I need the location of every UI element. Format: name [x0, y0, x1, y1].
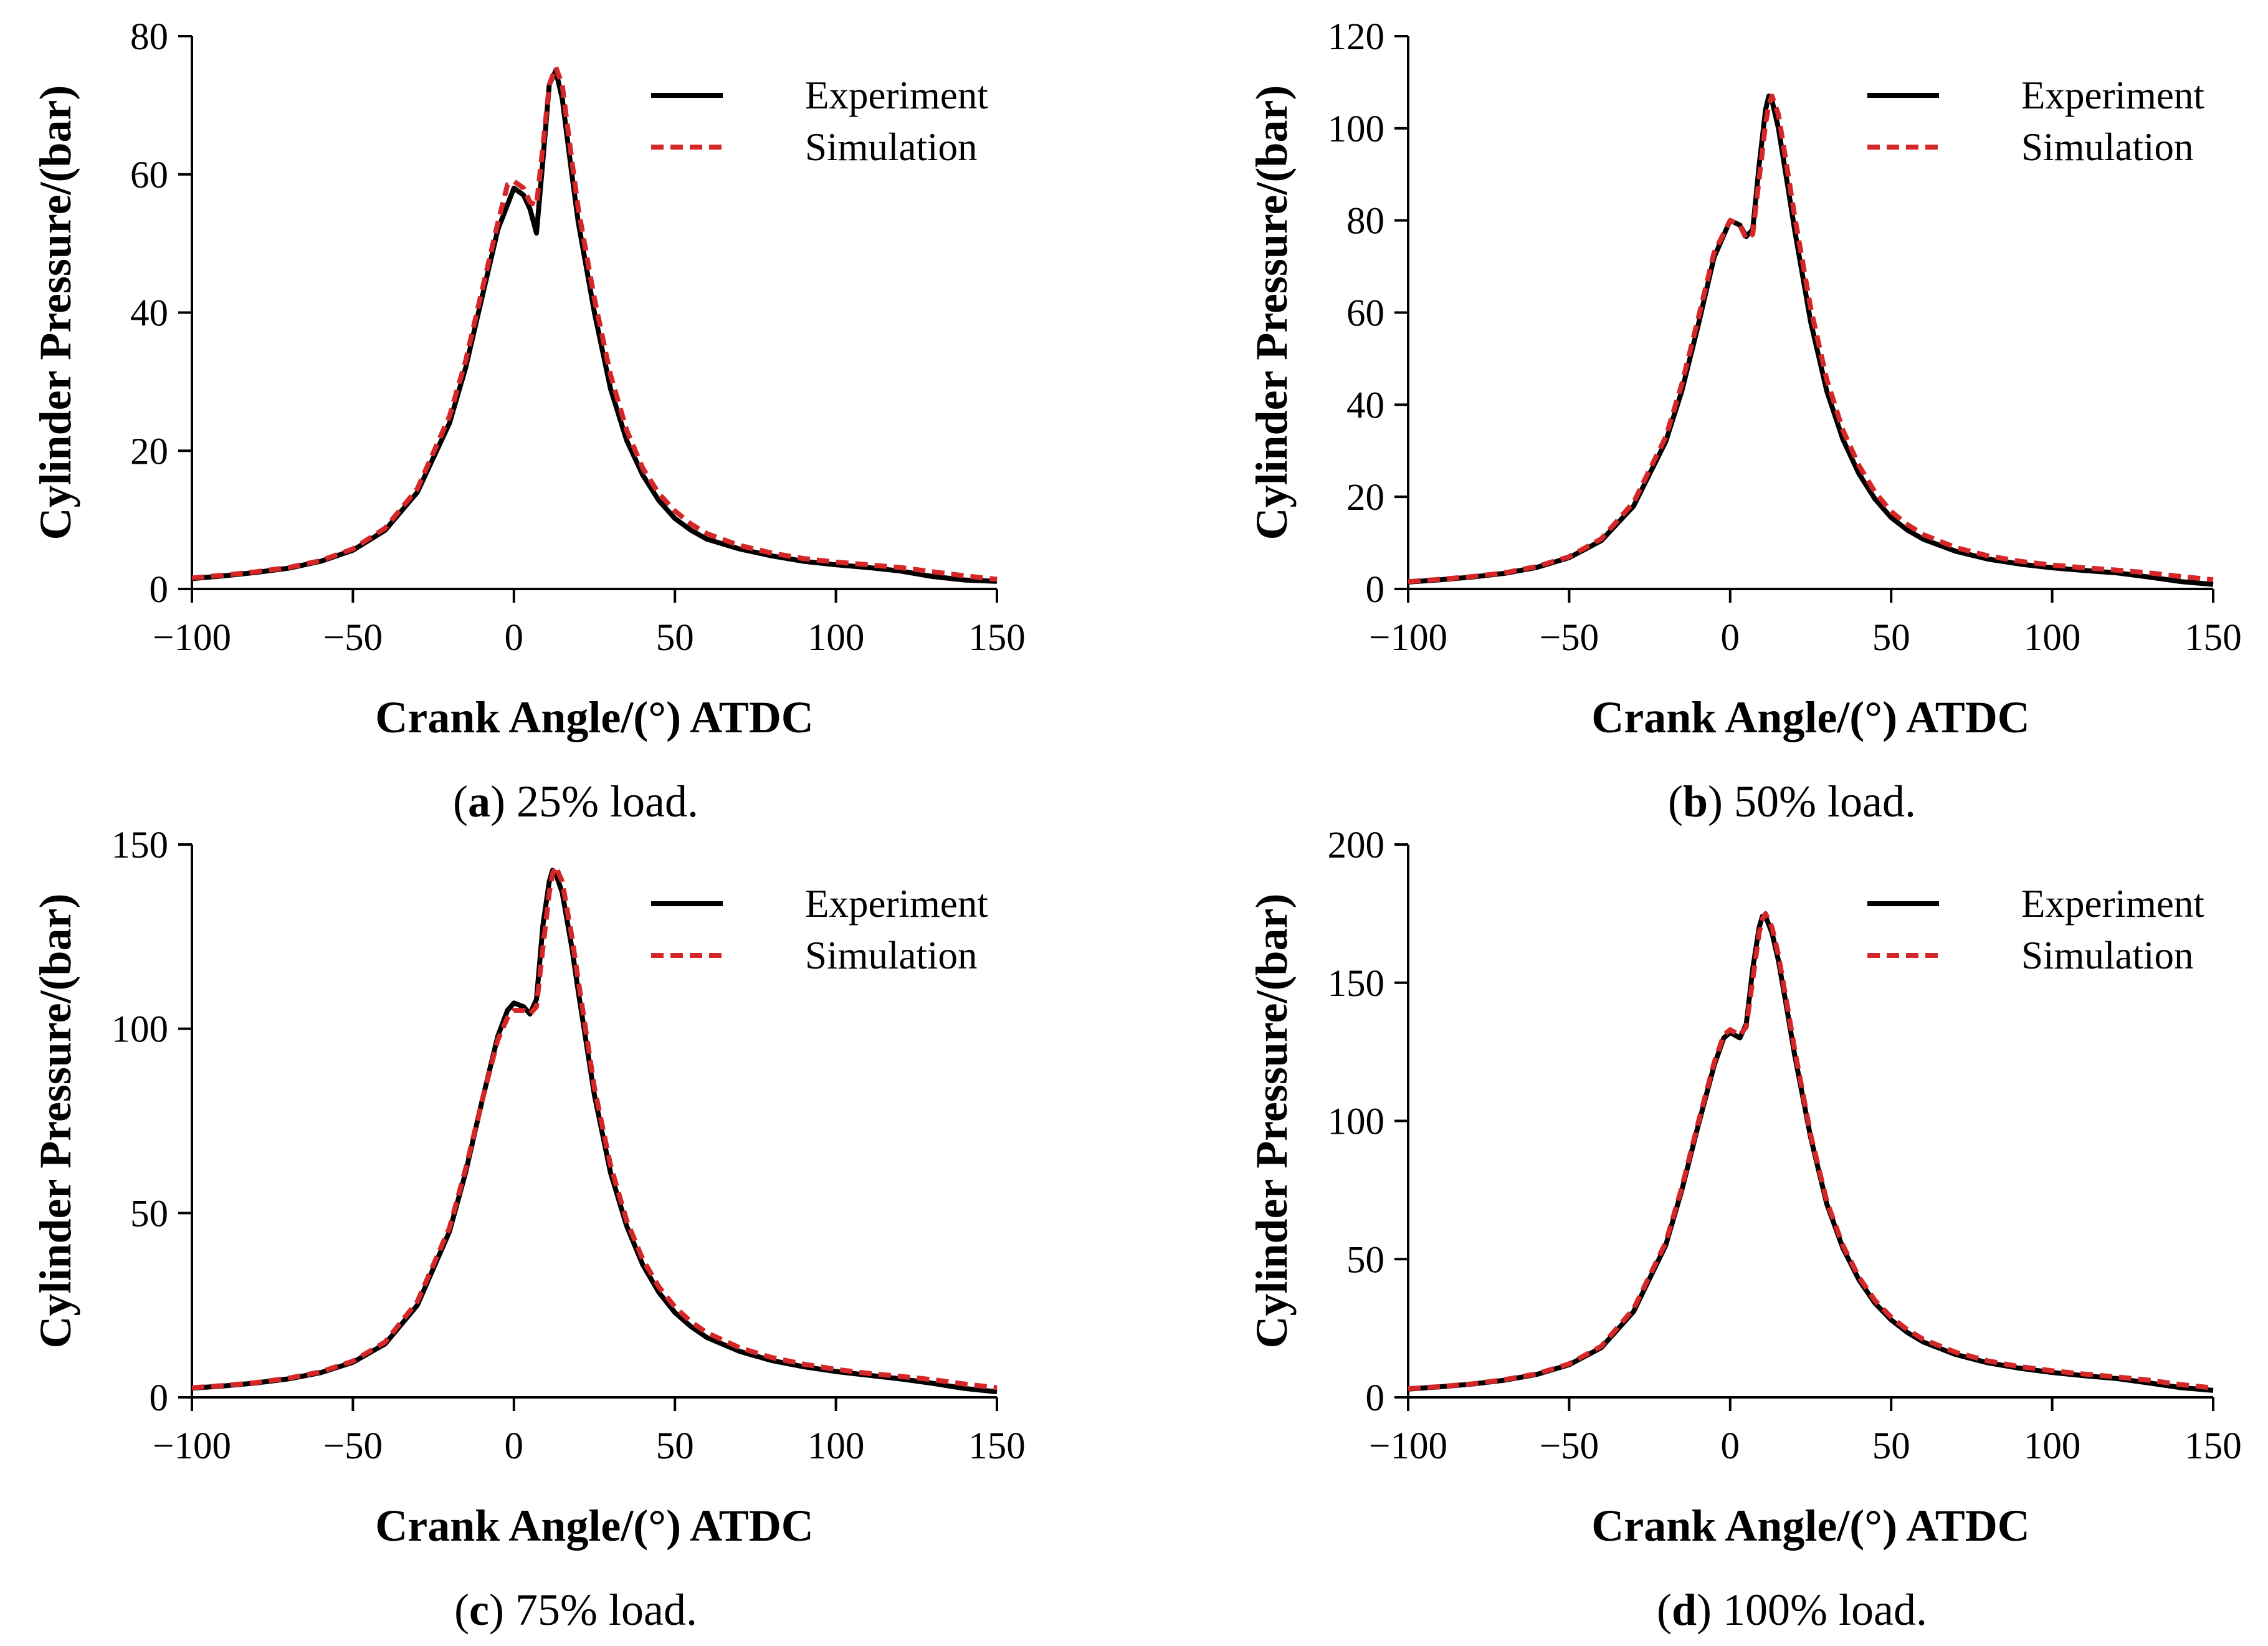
x-tick-label: 0 [1721, 1425, 1740, 1467]
chart-panel-a: −100 −50 0 50 100 150 0 20 40 60 80 Crank Angle/(°)… [31, 16, 1026, 826]
legend-label-experiment: Experiment [2021, 74, 2204, 117]
panel-caption-text: 100% load. [1712, 1585, 1927, 1635]
chart-panel-b: −100 −50 0 50 100 150 0 20 40 60 80 100 120 Crank Ang… [1247, 16, 2242, 826]
x-tick-label: 100 [2024, 1425, 2081, 1467]
legend-label-simulation: Simulation [805, 125, 978, 169]
series-line-experiment [1408, 93, 2214, 587]
y-tick-label: 100 [112, 1009, 169, 1051]
y-axis-title: Cylinder Pressure/(bar) [31, 894, 80, 1349]
y-axis-title: Cylinder Pressure/(bar) [31, 85, 80, 540]
x-tick-label: −50 [323, 617, 383, 659]
x-tick-label: 0 [505, 617, 524, 659]
series-line-experiment [1408, 914, 2214, 1393]
y-tick-label: 20 [1346, 477, 1384, 519]
x-tick-label: −100 [1369, 617, 1447, 659]
y-tick-label: 120 [1328, 16, 1385, 58]
panel-letter: a [468, 777, 490, 826]
x-tick-label: 100 [2024, 617, 2081, 659]
panel-caption: (c) 75% load. [454, 1585, 697, 1635]
y-tick-label: 200 [1328, 825, 1385, 866]
x-tick-label: 150 [2185, 617, 2242, 659]
legend-label-simulation: Simulation [2021, 125, 2194, 169]
y-tick-label: 100 [1328, 1101, 1385, 1143]
x-tick-label: −50 [1540, 617, 1599, 659]
x-axis-title: Crank Angle/(°) ATDC [375, 692, 814, 742]
x-axis-title: Crank Angle/(°) ATDC [1591, 692, 2030, 742]
chart-panel-d: −100 −50 0 50 100 150 0 50 100 150 200 Crank Angle/… [1247, 825, 2242, 1635]
panel-caption-text: 75% load. [504, 1585, 697, 1635]
panel-caption-text: 50% load. [1723, 777, 1916, 826]
x-tick-label: 50 [656, 1425, 694, 1467]
y-tick-label: 150 [1328, 963, 1385, 1005]
x-tick-label: 50 [656, 617, 694, 659]
chart-panel-c: −100 −50 0 50 100 150 0 50 100 150 Crank Angle/(°)… [31, 825, 1026, 1635]
legend-label-simulation: Simulation [2021, 934, 2194, 977]
series-line-simulation [1408, 911, 2214, 1392]
panel-letter: b [1683, 777, 1708, 826]
y-tick-label: 20 [130, 431, 168, 472]
legend-label-experiment: Experiment [2021, 882, 2204, 926]
y-tick-label: 0 [1366, 569, 1385, 611]
y-tick-label: 0 [1366, 1377, 1385, 1419]
x-tick-label: 100 [808, 617, 865, 659]
y-tick-label: 80 [1346, 201, 1384, 242]
x-axis-title: Crank Angle/(°) ATDC [1591, 1501, 2030, 1551]
panel-letter: d [1672, 1585, 1697, 1635]
y-tick-label: 0 [150, 569, 169, 611]
panel-caption: (d) 100% load. [1657, 1585, 1927, 1635]
series-line-simulation [1408, 93, 2214, 585]
x-tick-label: −100 [1369, 1425, 1447, 1467]
x-tick-label: −100 [153, 1425, 231, 1467]
series-line-simulation [191, 864, 998, 1390]
y-tick-label: 60 [1346, 293, 1384, 335]
panel-caption-text: 25% load. [505, 777, 698, 826]
y-axis-title: Cylinder Pressure/(bar) [1247, 894, 1297, 1349]
x-tick-label: −50 [323, 1425, 383, 1467]
x-axis-title: Crank Angle/(°) ATDC [375, 1501, 814, 1551]
x-tick-label: 0 [1721, 617, 1740, 659]
y-tick-label: 50 [1346, 1239, 1384, 1281]
y-tick-label: 40 [130, 293, 168, 335]
legend-label-experiment: Experiment [805, 74, 988, 117]
panel-caption: (b) 50% load. [1668, 777, 1916, 826]
x-tick-label: 50 [1872, 1425, 1910, 1467]
x-tick-label: 150 [2185, 1425, 2242, 1467]
y-tick-label: 150 [112, 825, 169, 866]
x-tick-label: −100 [153, 617, 231, 659]
x-tick-label: 150 [968, 1425, 1026, 1467]
x-tick-label: −50 [1540, 1425, 1599, 1467]
x-tick-label: 150 [968, 617, 1026, 659]
legend-label-experiment: Experiment [805, 882, 988, 926]
y-tick-label: 40 [1346, 385, 1384, 426]
x-tick-label: 0 [505, 1425, 524, 1467]
legend-label-simulation: Simulation [805, 934, 978, 977]
y-tick-label: 100 [1328, 108, 1385, 150]
panel-caption: (a) 25% load. [453, 777, 698, 826]
panel-letter: c [469, 1585, 489, 1635]
y-axis-title: Cylinder Pressure/(bar) [1247, 85, 1297, 540]
x-tick-label: 50 [1872, 617, 1910, 659]
y-tick-label: 0 [150, 1377, 169, 1419]
y-tick-label: 80 [130, 16, 168, 58]
y-tick-label: 50 [130, 1193, 168, 1235]
series-line-simulation [191, 64, 998, 582]
y-tick-label: 60 [130, 155, 168, 196]
x-tick-label: 100 [808, 1425, 865, 1467]
